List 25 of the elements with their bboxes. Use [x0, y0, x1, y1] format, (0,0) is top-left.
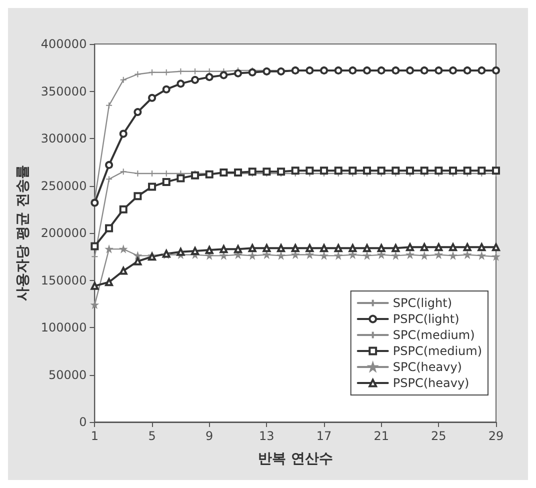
legend-label: SPC(heavy)	[392, 360, 462, 374]
x-tick-label: 13	[259, 429, 274, 443]
y-tick-label: 0	[79, 415, 87, 429]
y-tick-label: 350000	[40, 84, 87, 98]
legend-label: SPC(light)	[392, 296, 452, 310]
x-tick-label: 9	[206, 429, 214, 443]
legend-label: PSPC(medium)	[392, 344, 482, 358]
legend-label: SPC(medium)	[392, 328, 475, 342]
x-tick-label: 29	[488, 429, 504, 443]
y-tick-label: 250000	[40, 178, 87, 193]
x-tick-label: 25	[431, 429, 446, 443]
x-tick-label: 1	[90, 429, 99, 443]
x-tick-label: 17	[316, 429, 332, 443]
legend-label: PSPC(light)	[392, 312, 460, 326]
y-tick-label: 50000	[48, 368, 87, 382]
x-axis-title: 반복 연산수	[258, 451, 333, 467]
legend-label: PSPC(heavy)	[392, 376, 470, 390]
x-tick-label: 5	[148, 429, 156, 443]
x-tick-label: 21	[374, 429, 389, 443]
y-axis-title: 사용자당 평균 전송률	[15, 165, 31, 301]
y-tick-label: 100000	[40, 320, 87, 334]
y-tick-label: 200000	[40, 226, 87, 240]
y-tick-label: 150000	[40, 273, 87, 288]
y-tick-label: 300000	[40, 132, 87, 146]
y-tick-label: 400000	[40, 37, 87, 51]
